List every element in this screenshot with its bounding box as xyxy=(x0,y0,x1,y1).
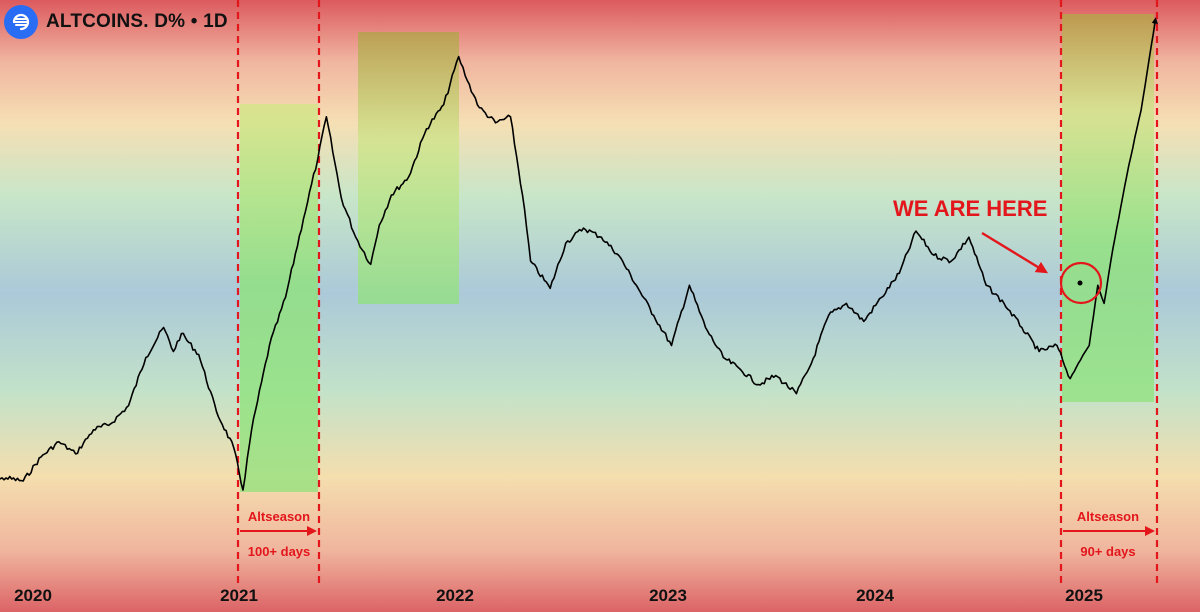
x-tick-2022: 2022 xyxy=(436,586,474,605)
altseason-2025-label: Altseason xyxy=(1077,509,1139,524)
rally-2021-highlight xyxy=(358,32,459,304)
altseason-2021-highlight xyxy=(240,104,318,492)
altseason-2025-highlight xyxy=(1062,14,1154,402)
x-tick-2025: 2025 xyxy=(1065,586,1103,605)
current-position-circle xyxy=(1059,261,1103,305)
current-position-dot xyxy=(1077,280,1083,286)
x-tick-2023: 2023 xyxy=(649,586,687,605)
altseason-2021-label: Altseason xyxy=(248,509,310,524)
x-tick-2021: 2021 xyxy=(220,586,258,605)
chart-header: ALTCOINS. D% • 1D xyxy=(4,5,228,39)
we-are-here-label: WE ARE HERE xyxy=(893,196,1047,221)
series-line xyxy=(0,17,1158,491)
altseason-2025-duration: 90+ days xyxy=(1080,544,1135,559)
altseason-2021-duration: 100+ days xyxy=(248,544,311,559)
x-tick-2024: 2024 xyxy=(856,586,894,605)
x-tick-2020: 2020 xyxy=(14,586,52,605)
swirl-logo-icon xyxy=(4,5,38,39)
we-are-here-arrow xyxy=(981,231,1049,274)
chart-title: ALTCOINS. D% • 1D xyxy=(46,11,228,32)
